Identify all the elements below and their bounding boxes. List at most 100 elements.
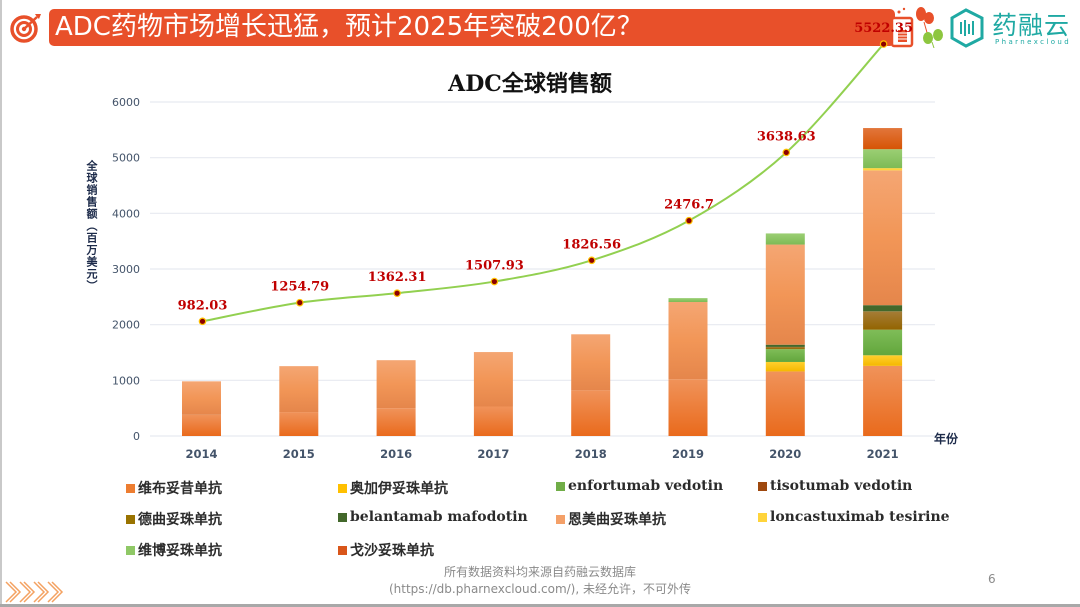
sales-chart: 0 1000 2000 3000 4000 5000 6000 2014 2015 2016 201… xyxy=(112,21,935,461)
x-tick-label: 2017 xyxy=(477,447,509,461)
legend-swatch xyxy=(126,545,135,555)
total-data-label: 1254.79 xyxy=(270,280,329,295)
legend-swatch xyxy=(556,514,565,524)
total-marker xyxy=(587,256,596,265)
legend-item: 戈沙妥珠单抗 xyxy=(338,540,434,560)
legend-label: 戈沙妥珠单抗 xyxy=(350,543,434,559)
legend-item: 德曲妥珠单抗 xyxy=(126,509,222,529)
legend-swatch xyxy=(126,514,135,524)
x-axis-label: 年份 xyxy=(934,432,959,446)
legend-item: tisotumab vedotin xyxy=(758,478,912,494)
footer-copyright-note: (https://db.pharnexcloud.com/), 未经允许，不可外… xyxy=(388,582,691,596)
total-marker xyxy=(782,148,791,157)
bar-segment-6 xyxy=(473,352,513,407)
total-data-label: 5522.35 xyxy=(854,21,913,36)
legend-label: loncastuximab tesirine xyxy=(770,509,950,525)
y-tick-label: 5000 xyxy=(112,152,140,165)
bar-segment-8 xyxy=(863,149,903,169)
bar-segment-6 xyxy=(182,381,221,415)
legend-swatch xyxy=(338,545,347,555)
bar-segment-4 xyxy=(863,311,903,330)
total-marker xyxy=(198,317,207,326)
total-marker xyxy=(490,277,499,286)
legend-label: 维博妥珠单抗 xyxy=(138,543,222,559)
total-data-label: 3638.63 xyxy=(757,129,816,144)
legend-label: 恩美曲妥珠单抗 xyxy=(568,512,666,528)
chart-title: ADC全球销售额 xyxy=(448,71,612,97)
target-icon xyxy=(10,14,41,43)
bar-segment-2 xyxy=(765,349,805,362)
title-bar xyxy=(49,9,895,46)
brand-name-en: Pharnexcloud xyxy=(995,38,1072,46)
pharnexcloud-logo-icon xyxy=(950,8,984,48)
legend-item: enfortumab vedotin xyxy=(556,478,723,494)
y-tick-label: 3000 xyxy=(112,263,140,276)
slide-left-border xyxy=(0,0,2,607)
bar-segment-1 xyxy=(863,355,903,366)
legend-item: 维博妥珠单抗 xyxy=(126,540,222,560)
total-data-label: 1362.31 xyxy=(368,270,427,285)
legend-item: belantamab mafodotin xyxy=(338,509,528,525)
legend-item: 维布妥昔单抗 xyxy=(126,478,222,498)
bar-segment-9 xyxy=(863,128,903,150)
bar-segment-0 xyxy=(765,371,805,436)
total-data-label: 2476.7 xyxy=(664,198,714,213)
y-tick-label: 1000 xyxy=(112,374,140,387)
legend-swatch xyxy=(338,483,347,493)
total-data-label: 1826.56 xyxy=(562,237,621,252)
total-marker xyxy=(879,40,888,48)
x-tick-label: 2014 xyxy=(185,447,217,461)
x-tick-label: 2019 xyxy=(672,447,704,461)
bar-segment-0 xyxy=(376,408,416,436)
x-tick-label: 2015 xyxy=(283,447,315,461)
legend-label: tisotumab vedotin xyxy=(770,478,913,494)
slide-bottom-border xyxy=(0,604,1080,607)
bar-segment-7 xyxy=(863,168,903,171)
legend-swatch xyxy=(556,481,565,491)
y-tick-label: 0 xyxy=(133,430,140,443)
total-data-label: 1507.93 xyxy=(465,259,524,274)
bar-segment-0 xyxy=(863,365,903,436)
legend-item: 奥加伊妥珠单抗 xyxy=(338,478,448,498)
bar-segment-4 xyxy=(765,346,805,350)
y-tick-label: 4000 xyxy=(112,207,140,220)
bar-segment-8 xyxy=(765,233,805,245)
bar-segment-0 xyxy=(279,412,319,436)
legend-swatch xyxy=(126,483,135,493)
bar-segment-6 xyxy=(765,244,805,345)
bar-segment-5 xyxy=(765,344,805,347)
legend-label: belantamab mafodotin xyxy=(350,509,528,525)
total-marker xyxy=(393,289,401,297)
legend-item: loncastuximab tesirine xyxy=(758,509,950,525)
bar-segment-2 xyxy=(863,329,903,356)
legend-label: 奥加伊妥珠单抗 xyxy=(350,481,448,497)
total-marker xyxy=(685,216,693,225)
bar-segment-6 xyxy=(863,170,903,306)
bar-segment-6 xyxy=(668,302,708,380)
legend-swatch xyxy=(338,512,347,522)
footer-source-note: 所有数据资料均来源自药融云数据库 xyxy=(443,565,636,579)
bar-segment-0 xyxy=(473,406,513,436)
legend-swatch xyxy=(758,481,767,491)
y-tick-label: 6000 xyxy=(112,96,140,109)
legend-item: 恩美曲妥珠单抗 xyxy=(556,509,666,529)
y-axis-label: 全球销售额（百万美元） xyxy=(85,160,98,292)
legend-swatch xyxy=(758,512,767,522)
bar-segment-6 xyxy=(376,360,416,409)
x-tick-label: 2021 xyxy=(867,447,899,461)
bar-segment-0 xyxy=(571,390,611,436)
bar-segment-6 xyxy=(571,334,611,391)
total-marker xyxy=(295,298,304,307)
bar-segment-0 xyxy=(668,379,708,436)
total-data-label: 982.03 xyxy=(178,298,228,313)
x-tick-label: 2018 xyxy=(575,447,607,461)
y-tick-label: 2000 xyxy=(112,319,140,332)
bar-segment-5 xyxy=(863,305,903,312)
legend-label: enfortumab vedotin xyxy=(568,478,724,494)
slide-title: ADC药物市场增长迅猛，预计2025年突破200亿？ xyxy=(55,12,643,42)
x-tick-label: 2020 xyxy=(769,447,801,461)
bar-segment-1 xyxy=(765,361,805,372)
beaker-balloons-icon xyxy=(890,7,943,48)
x-tick-label: 2016 xyxy=(380,447,412,461)
bar-segment-0 xyxy=(182,414,221,436)
